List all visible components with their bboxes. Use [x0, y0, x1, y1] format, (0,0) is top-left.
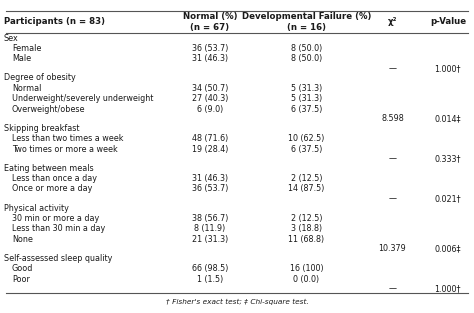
Text: —: —: [389, 194, 397, 203]
Text: 0.014‡: 0.014‡: [435, 114, 461, 123]
Text: 34 (50.7): 34 (50.7): [191, 84, 228, 93]
Text: Less than two times a week: Less than two times a week: [12, 134, 123, 143]
Text: 6 (9.0): 6 (9.0): [197, 105, 223, 114]
Text: 1 (1.5): 1 (1.5): [197, 275, 223, 284]
Text: 16 (100): 16 (100): [290, 264, 323, 273]
Text: Developmental Failure (%)
(n = 16): Developmental Failure (%) (n = 16): [242, 12, 371, 32]
Text: p-Value: p-Value: [430, 17, 466, 26]
Text: 38 (56.7): 38 (56.7): [191, 214, 228, 223]
Text: 0.021†: 0.021†: [435, 194, 461, 203]
Text: 36 (53.7): 36 (53.7): [191, 44, 228, 53]
Text: Poor: Poor: [12, 275, 30, 284]
Text: 21 (31.3): 21 (31.3): [192, 235, 228, 244]
Text: Two times or more a week: Two times or more a week: [12, 145, 118, 154]
Text: Overweight/obese: Overweight/obese: [12, 105, 85, 114]
Text: Degree of obesity: Degree of obesity: [4, 73, 75, 82]
Text: Self-assessed sleep quality: Self-assessed sleep quality: [4, 254, 112, 263]
Text: 3 (18.8): 3 (18.8): [291, 224, 322, 233]
Text: None: None: [12, 235, 33, 244]
Text: † Fisher's exact test; ‡ Chi-square test.: † Fisher's exact test; ‡ Chi-square test…: [165, 299, 309, 305]
Text: 0.006‡: 0.006‡: [435, 244, 461, 253]
Text: —: —: [389, 64, 397, 73]
Text: Once or more a day: Once or more a day: [12, 184, 92, 193]
Text: 36 (53.7): 36 (53.7): [191, 184, 228, 193]
Text: Underweight/severely underweight: Underweight/severely underweight: [12, 94, 153, 103]
Text: 8.598: 8.598: [381, 114, 404, 123]
Text: —: —: [389, 154, 397, 163]
Text: 2 (12.5): 2 (12.5): [291, 174, 322, 183]
Text: Female: Female: [12, 44, 41, 53]
Text: 30 min or more a day: 30 min or more a day: [12, 214, 99, 223]
Text: Normal: Normal: [12, 84, 41, 93]
Text: 10 (62.5): 10 (62.5): [288, 134, 325, 143]
Text: Less than 30 min a day: Less than 30 min a day: [12, 224, 105, 233]
Text: 8 (11.9): 8 (11.9): [194, 224, 226, 233]
Text: Sex: Sex: [4, 33, 18, 43]
Text: χ²: χ²: [388, 17, 397, 26]
Text: 6 (37.5): 6 (37.5): [291, 145, 322, 154]
Text: Eating between meals: Eating between meals: [4, 164, 93, 172]
Text: Physical activity: Physical activity: [4, 203, 69, 213]
Text: 6 (37.5): 6 (37.5): [291, 105, 322, 114]
Text: 5 (31.3): 5 (31.3): [291, 84, 322, 93]
Text: 2 (12.5): 2 (12.5): [291, 214, 322, 223]
Text: 19 (28.4): 19 (28.4): [191, 145, 228, 154]
Text: 8 (50.0): 8 (50.0): [291, 44, 322, 53]
Text: 10.379: 10.379: [379, 244, 406, 253]
Text: 14 (87.5): 14 (87.5): [288, 184, 325, 193]
Text: 1.000†: 1.000†: [435, 284, 461, 293]
Text: 48 (71.6): 48 (71.6): [192, 134, 228, 143]
Text: Good: Good: [12, 264, 33, 273]
Text: Normal (%)
(n = 67): Normal (%) (n = 67): [182, 12, 237, 32]
Text: 27 (40.3): 27 (40.3): [191, 94, 228, 103]
Text: 8 (50.0): 8 (50.0): [291, 54, 322, 63]
Text: 11 (68.8): 11 (68.8): [289, 235, 325, 244]
Text: 0.333†: 0.333†: [435, 154, 461, 163]
Text: 66 (98.5): 66 (98.5): [191, 264, 228, 273]
Text: 31 (46.3): 31 (46.3): [192, 54, 228, 63]
Text: Skipping breakfast: Skipping breakfast: [4, 124, 79, 133]
Text: 0 (0.0): 0 (0.0): [293, 275, 319, 284]
Text: 31 (46.3): 31 (46.3): [192, 174, 228, 183]
Text: Less than once a day: Less than once a day: [12, 174, 97, 183]
Text: Male: Male: [12, 54, 31, 63]
Text: —: —: [389, 284, 397, 293]
Text: Participants (n = 83): Participants (n = 83): [4, 17, 105, 26]
Text: 1.000†: 1.000†: [435, 64, 461, 73]
Text: 5 (31.3): 5 (31.3): [291, 94, 322, 103]
